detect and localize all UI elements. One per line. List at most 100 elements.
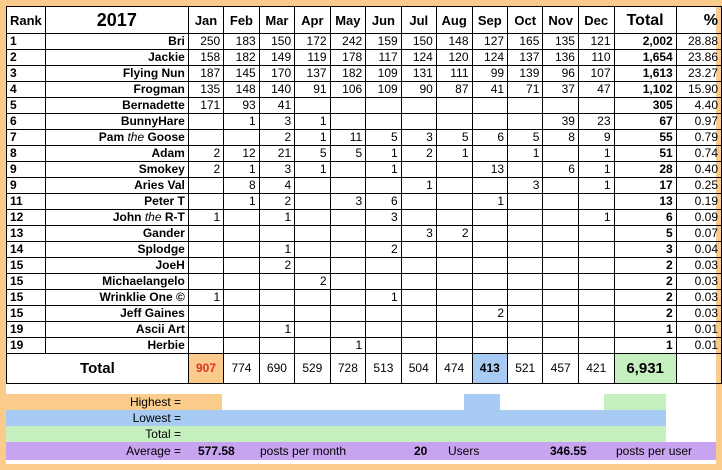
total-row: Total 907 774 690 529 728 513 504 474 413 521 457 4… (6, 353, 722, 384)
month-value-cell: 5 (435, 129, 473, 146)
user-percent-cell: 0.01 (675, 321, 722, 338)
month-value-cell: 2 (258, 257, 296, 274)
month-value-cell (471, 257, 509, 274)
rank-cell: 15 (6, 257, 46, 274)
month-value-cell: 140 (258, 81, 296, 98)
month-total-cell: 474 (435, 353, 473, 384)
month-value-cell (329, 289, 367, 306)
month-header: Sep (471, 6, 509, 34)
rank-cell: 19 (6, 337, 46, 354)
rank-cell: 15 (6, 305, 46, 322)
month-value-cell: 124 (400, 49, 437, 66)
month-value-cell: 6 (471, 129, 509, 146)
month-value-cell (258, 305, 296, 322)
user-total-cell: 17 (613, 177, 677, 194)
month-value-cell: 110 (577, 49, 615, 66)
total-column-swatch (604, 394, 666, 410)
user-total-cell: 2 (613, 289, 677, 306)
month-value-cell (329, 177, 367, 194)
month-value-cell (507, 113, 544, 130)
month-value-cell (365, 97, 402, 114)
month-value-cell (223, 241, 260, 258)
month-value-cell (329, 225, 367, 242)
table-row: 4 Frogman 135 148 140 91 106 109 90 87 41 71 37 47 1,1… (6, 81, 722, 98)
month-value-cell (400, 257, 437, 274)
month-value-cell (471, 145, 509, 162)
month-value-cell (400, 305, 437, 322)
month-value-cell (400, 273, 437, 290)
table-row: 3 Flying Nun 187 145 170 137 182 109 131 111 99 139… (6, 65, 722, 82)
month-value-cell (435, 113, 473, 130)
user-total-cell: 13 (613, 193, 677, 210)
user-percent-cell: 0.01 (675, 337, 722, 354)
month-value-cell (400, 289, 437, 306)
month-value-cell (435, 97, 473, 114)
month-value-cell (435, 273, 473, 290)
month-total-cell: 457 (542, 353, 579, 384)
month-value-cell: 1 (294, 129, 331, 146)
month-value-cell: 250 (187, 33, 225, 50)
month-value-cell: 1 (400, 177, 437, 194)
user-percent-cell: 28.88 (675, 33, 722, 50)
month-value-cell (294, 97, 331, 114)
month-value-cell (577, 289, 615, 306)
month-value-cell: 137 (294, 65, 331, 82)
month-value-cell (187, 193, 225, 210)
month-total-cell: 690 (258, 353, 296, 384)
month-value-cell (329, 97, 367, 114)
user-total-cell: 1,654 (613, 49, 677, 66)
user-name-cell: Peter T (44, 193, 189, 210)
month-value-cell: 1 (435, 145, 473, 162)
user-percent-cell: 0.03 (675, 305, 722, 322)
month-value-cell (294, 177, 331, 194)
month-value-cell: 23 (577, 113, 615, 130)
user-total-cell: 55 (613, 129, 677, 146)
month-value-cell (471, 289, 509, 306)
month-value-cell: 91 (294, 81, 331, 98)
total-summary-row: Total = (6, 426, 716, 442)
month-value-cell (507, 337, 544, 354)
month-value-cell (223, 257, 260, 274)
rank-cell: 14 (6, 241, 46, 258)
month-value-cell (223, 305, 260, 322)
user-name-cell: Bernadette (44, 97, 189, 114)
month-value-cell (435, 241, 473, 258)
month-value-cell: 135 (542, 33, 579, 50)
user-name-cell: Jeff Gaines (44, 305, 189, 322)
user-total-cell: 1 (613, 337, 677, 354)
month-value-cell: 182 (329, 65, 367, 82)
user-name-cell: Flying Nun (44, 65, 189, 82)
user-name-cell: JoeH (44, 257, 189, 274)
user-name-cell: BunnyHare (44, 113, 189, 130)
lowest-column-swatch (464, 394, 500, 410)
user-percent-cell: 0.07 (675, 225, 722, 242)
lowest-row: Lowest = (6, 410, 716, 426)
month-value-cell (507, 161, 544, 178)
highest-row: Highest = (6, 394, 716, 410)
month-value-cell (187, 257, 225, 274)
user-name-cell: Pam the Goose (44, 129, 189, 146)
table-row: 12 John the R-T 1 1 3 1 6 0.09 (6, 209, 722, 226)
month-value-cell: 178 (329, 49, 367, 66)
rank-cell: 2 (6, 49, 46, 66)
lowest-swatch (6, 410, 666, 426)
month-value-cell: 1 (294, 161, 331, 178)
month-value-cell: 87 (435, 81, 473, 98)
total-header: Total (613, 6, 677, 34)
month-total-cell: 521 (507, 353, 544, 384)
month-value-cell: 3 (329, 193, 367, 210)
month-value-cell: 136 (542, 49, 579, 66)
user-percent-cell: 23.27 (675, 65, 722, 82)
month-value-cell (365, 257, 402, 274)
rank-cell: 6 (6, 113, 46, 130)
user-name-cell: Frogman (44, 81, 189, 98)
month-value-cell (400, 161, 437, 178)
user-percent-cell: 0.09 (675, 209, 722, 226)
month-header: Mar (258, 6, 296, 34)
month-value-cell (507, 225, 544, 242)
month-value-cell: 96 (542, 65, 579, 82)
month-value-cell: 6 (365, 193, 402, 210)
month-value-cell (577, 193, 615, 210)
month-value-cell: 3 (258, 113, 296, 130)
table-row: 1 Bri 250 183 150 172 242 159 150 148 127 165 135 121… (6, 33, 722, 50)
